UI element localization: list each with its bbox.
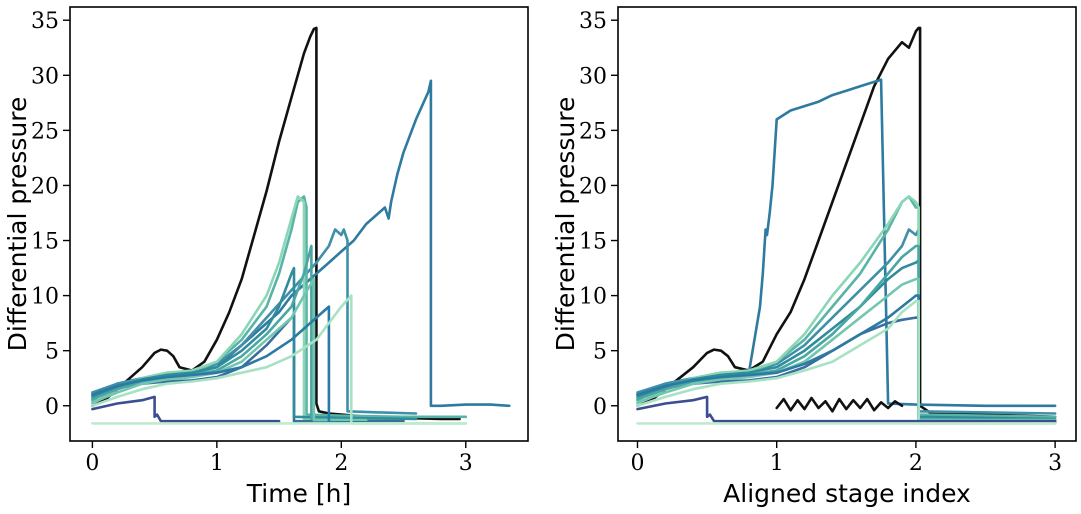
series-line-7	[636, 244, 1057, 422]
y-tick-label: 25	[31, 119, 59, 144]
y-tick-label: 35	[31, 9, 59, 34]
y-tick-label: 0	[593, 395, 607, 420]
y-tick-label: 20	[31, 174, 59, 199]
series-line-11	[91, 395, 281, 423]
y-tick-label: 15	[579, 230, 607, 255]
x-tick-label: 1	[210, 451, 224, 476]
x-tick-label: 1	[770, 451, 784, 476]
x-axis-label: Aligned stage index	[723, 479, 971, 508]
y-tick-label: 5	[45, 340, 59, 365]
plot-frame	[69, 6, 529, 442]
y-tick-label: 30	[31, 64, 59, 89]
x-axis-label: Time [h]	[246, 479, 351, 508]
series-line-4	[91, 195, 405, 422]
series-line-1	[91, 79, 511, 408]
y-axis-label: Differential pressure	[3, 97, 32, 352]
y-tick-label: 10	[579, 285, 607, 310]
series-line-11	[636, 395, 1057, 423]
series-line-10	[636, 299, 1057, 425]
series-line-8	[91, 277, 368, 422]
y-tick-label: 30	[579, 64, 607, 89]
y-tick-label: 10	[31, 285, 59, 310]
plot-frame	[617, 6, 1077, 442]
x-tick-label: 0	[85, 451, 99, 476]
series-line-0	[636, 26, 1057, 419]
series-group	[636, 26, 1057, 425]
y-tick-label: 15	[31, 230, 59, 255]
series-line-9	[91, 305, 368, 424]
series-group	[91, 26, 511, 425]
y-axis-label: Differential pressure	[551, 97, 580, 352]
series-line-10	[91, 294, 468, 425]
series-line-0	[91, 26, 461, 421]
series-line-12	[775, 396, 904, 413]
y-tick-label: 5	[593, 340, 607, 365]
series-line-1	[636, 78, 1057, 408]
y-tick-label: 0	[45, 395, 59, 420]
x-tick-label: 0	[630, 451, 644, 476]
y-tick-label: 35	[579, 9, 607, 34]
x-tick-label: 3	[1048, 451, 1062, 476]
y-tick-label: 20	[579, 174, 607, 199]
x-tick-label: 2	[334, 451, 348, 476]
series-line-6	[636, 259, 1057, 421]
x-tick-label: 3	[459, 451, 473, 476]
x-tick-label: 2	[909, 451, 923, 476]
y-tick-label: 25	[579, 119, 607, 144]
